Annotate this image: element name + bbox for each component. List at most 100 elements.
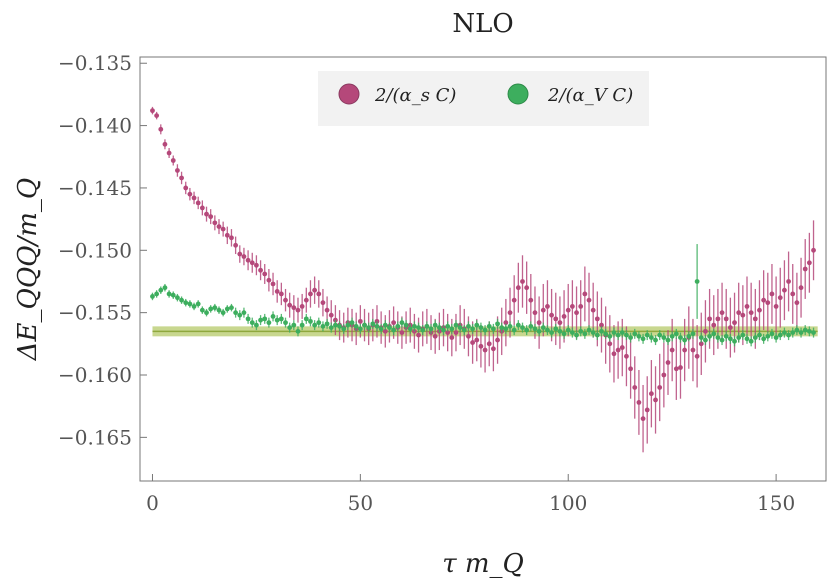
data-point xyxy=(640,416,646,422)
data-point xyxy=(744,336,750,342)
data-point xyxy=(199,307,205,313)
data-point xyxy=(278,316,284,322)
data-point xyxy=(615,332,621,338)
data-point xyxy=(553,316,559,322)
data-point xyxy=(590,330,596,335)
data-point xyxy=(349,320,355,326)
data-point xyxy=(727,325,733,331)
data-point xyxy=(740,332,746,338)
data-point xyxy=(328,325,334,331)
data-point xyxy=(569,304,575,309)
data-point xyxy=(574,332,579,338)
legend-marker-as xyxy=(338,83,360,105)
data-point xyxy=(291,305,297,311)
x-tick-label: 50 xyxy=(348,491,373,515)
data-point xyxy=(661,335,667,340)
series-layer xyxy=(150,106,816,453)
data-point xyxy=(599,328,604,334)
data-point xyxy=(158,126,164,132)
data-point xyxy=(453,330,459,335)
data-point xyxy=(466,323,471,329)
data-point xyxy=(341,326,347,332)
data-point xyxy=(258,317,263,323)
data-point xyxy=(644,407,650,413)
data-point xyxy=(524,327,530,333)
data-point xyxy=(786,332,791,338)
data-point xyxy=(624,353,629,359)
data-point xyxy=(802,266,808,272)
data-point xyxy=(669,347,675,353)
data-point xyxy=(719,310,725,316)
data-point xyxy=(744,304,750,309)
data-point xyxy=(619,330,625,335)
data-point xyxy=(561,313,567,319)
data-point xyxy=(698,341,704,347)
data-point xyxy=(470,340,476,345)
data-point xyxy=(212,220,218,226)
y-tick-label: −0.150 xyxy=(58,238,132,262)
data-point xyxy=(806,260,812,266)
data-point xyxy=(694,353,700,359)
data-point xyxy=(594,332,600,338)
data-point xyxy=(752,316,758,322)
data-point xyxy=(166,291,172,297)
data-point xyxy=(582,291,588,297)
data-point xyxy=(258,267,263,273)
data-point xyxy=(416,325,421,331)
data-point xyxy=(303,297,309,303)
data-point xyxy=(561,331,567,337)
data-point xyxy=(245,316,251,322)
data-point xyxy=(175,295,180,301)
data-point xyxy=(586,327,592,333)
data-point xyxy=(802,327,808,333)
data-point xyxy=(607,341,613,347)
data-point xyxy=(357,326,363,332)
data-point xyxy=(432,322,438,328)
y-tick-label: −0.145 xyxy=(58,176,132,200)
data-point xyxy=(673,331,679,337)
data-point xyxy=(628,366,633,372)
plot-frame xyxy=(139,56,827,482)
data-point xyxy=(578,328,584,334)
data-point xyxy=(565,327,571,333)
data-point xyxy=(150,294,155,299)
data-point xyxy=(308,291,313,297)
data-point xyxy=(661,372,667,378)
data-point xyxy=(723,316,729,322)
data-point xyxy=(790,291,796,297)
data-point xyxy=(690,347,696,353)
data-point xyxy=(237,251,243,257)
data-point xyxy=(794,300,800,306)
y-tick-label: −0.165 xyxy=(58,425,132,449)
data-point xyxy=(761,336,767,342)
data-point xyxy=(212,305,218,311)
data-point xyxy=(162,285,168,291)
data-point xyxy=(619,345,625,350)
data-point xyxy=(158,287,164,293)
data-point xyxy=(287,325,293,331)
data-point xyxy=(395,323,401,329)
data-point xyxy=(283,320,288,326)
data-point xyxy=(154,113,160,119)
data-point xyxy=(515,322,521,328)
data-point xyxy=(466,333,471,339)
y-axis: −0.135 −0.140 −0.145 −0.150 −0.155 −0.160 −0.1… xyxy=(58,51,147,449)
data-point xyxy=(199,205,205,211)
data-point xyxy=(703,328,708,334)
x-tick-label: 100 xyxy=(549,491,587,515)
data-point xyxy=(540,307,546,313)
data-point xyxy=(337,323,342,329)
data-point xyxy=(291,322,297,328)
data-point xyxy=(399,330,405,335)
data-point xyxy=(719,337,725,343)
data-point xyxy=(254,262,259,268)
data-point xyxy=(387,325,392,331)
data-point xyxy=(790,330,796,335)
data-point xyxy=(486,323,492,329)
data-point xyxy=(316,320,322,326)
data-point xyxy=(353,323,359,329)
data-point xyxy=(653,337,658,343)
data-point xyxy=(270,281,276,287)
data-point xyxy=(678,365,683,370)
data-point xyxy=(474,337,480,343)
